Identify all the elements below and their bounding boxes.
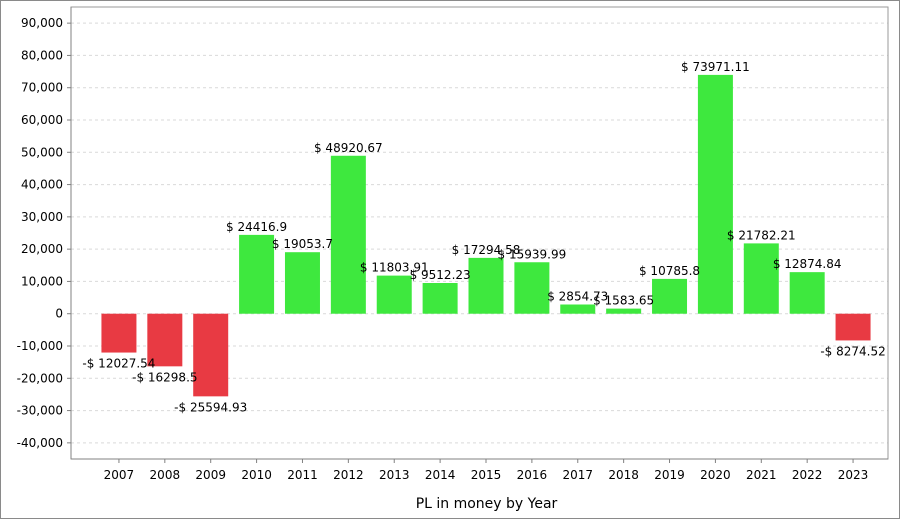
y-tick-label: 60,000 (21, 113, 63, 127)
y-tick-label: 30,000 (21, 210, 63, 224)
bar-2018 (606, 308, 642, 314)
x-tick-label: 2015 (471, 468, 502, 482)
data-label-2019: $ 10785.8 (639, 264, 700, 278)
x-tick-label: 2017 (562, 468, 593, 482)
data-label-2010: $ 24416.9 (226, 220, 287, 234)
data-label-2022: $ 12874.84 (773, 257, 842, 271)
y-tick-label: 90,000 (21, 16, 63, 30)
gridlines (71, 22, 888, 444)
data-label-2012: $ 48920.67 (314, 141, 383, 155)
bar-2010 (239, 234, 275, 314)
bar-2008 (147, 313, 183, 367)
bar-2011 (284, 252, 320, 314)
bar-2013 (376, 275, 412, 314)
bar-2007 (101, 313, 137, 353)
x-axis-title: PL in money by Year (416, 496, 558, 512)
y-tick-label: 70,000 (21, 81, 63, 95)
y-tick-label: -20,000 (17, 371, 63, 385)
data-label-2014: $ 9512.23 (410, 268, 471, 282)
data-label-2007: -$ 12027.54 (82, 357, 155, 371)
data-label-2016: $ 15939.99 (498, 247, 567, 261)
x-tick-label: 2021 (746, 468, 777, 482)
x-tick-label: 2016 (517, 468, 548, 482)
bar-2021 (743, 243, 779, 314)
x-tick-label: 2020 (700, 468, 731, 482)
bar-2019 (652, 278, 688, 314)
data-label-2009: -$ 25594.93 (174, 400, 247, 414)
x-tick-label: 2023 (838, 468, 869, 482)
y-tick-label: -10,000 (17, 339, 63, 353)
bar-2012 (330, 155, 366, 314)
data-label-2017: $ 2854.73 (547, 289, 608, 303)
data-label-2021: $ 21782.21 (727, 228, 796, 242)
bar-2023 (835, 313, 871, 341)
x-tick-label: 2009 (195, 468, 226, 482)
bar-2020 (697, 74, 733, 314)
x-tick-label: 2007 (104, 468, 135, 482)
x-tick-label: 2018 (608, 468, 639, 482)
x-tick-label: 2022 (792, 468, 823, 482)
y-tick-label: 40,000 (21, 178, 63, 192)
x-tick-label: 2012 (333, 468, 364, 482)
data-label-2008: -$ 16298.5 (132, 370, 197, 384)
data-labels: -$ 12027.54-$ 16298.5 -$ 25594.93 $ 24416.… (82, 60, 885, 414)
data-label-2023: -$ 8274.52 (820, 344, 885, 358)
bars (101, 74, 871, 397)
x-tick-label: 2013 (379, 468, 410, 482)
bar-2015 (468, 257, 504, 314)
y-axis: -40,000 -30,000 -20,000 -10,000 0 10,000 20,00… (17, 7, 72, 459)
bar-2009 (193, 313, 229, 397)
data-label-2018: $ 1583.65 (593, 294, 654, 308)
y-tick-label: 50,000 (21, 145, 63, 159)
x-tick-label: 2011 (287, 468, 318, 482)
y-tick-label: -30,000 (17, 404, 63, 418)
y-tick-label: 10,000 (21, 274, 63, 288)
bar-2017 (560, 304, 596, 314)
x-tick-label: 2010 (241, 468, 272, 482)
bar-2014 (422, 283, 458, 314)
x-tick-label: 2014 (425, 468, 456, 482)
x-tick-label: 2008 (150, 468, 181, 482)
x-tick-label: 2019 (654, 468, 685, 482)
data-label-2011: $ 19053.7 (272, 237, 333, 251)
y-tick-label: 0 (55, 307, 63, 321)
y-tick-label: 20,000 (21, 242, 63, 256)
y-tick-label: 80,000 (21, 48, 63, 62)
y-tick-label: -40,000 (17, 436, 63, 450)
bar-2016 (514, 262, 550, 314)
data-label-2015: $ 17294.58 (452, 243, 521, 257)
x-axis: 2007 2008 2009 2010 2011 2012 2013 2014 2015 2016… (71, 458, 888, 482)
data-label-2013: $ 11803.91 (360, 261, 429, 275)
bar-2022 (789, 272, 825, 314)
data-label-2020: $ 73971.11 (681, 60, 750, 74)
